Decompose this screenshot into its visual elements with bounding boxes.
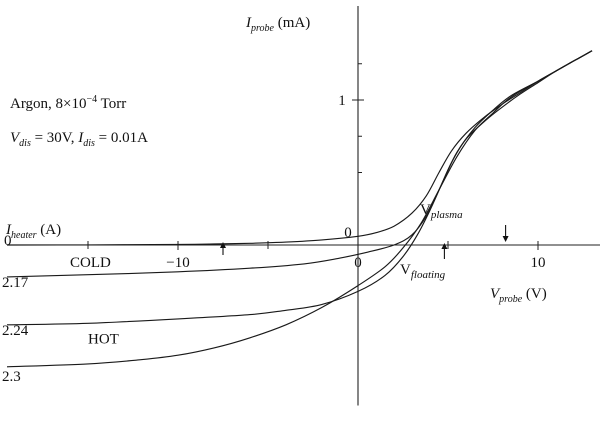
v-plasma-arrow-head	[502, 236, 509, 242]
annotation-gas: Argon, 8×10−4 Torr	[10, 94, 126, 112]
series-0-label: 0	[4, 233, 12, 249]
v-floating-label: Vfloating	[400, 262, 446, 281]
x-tick-label: 10	[531, 255, 546, 271]
x-tick-label: −10	[166, 255, 189, 271]
series-2.3-label: 2.3	[2, 369, 21, 385]
cold-label: COLD	[70, 255, 111, 271]
y-tick-label: 1	[338, 93, 346, 109]
floating-arrow-cold-head	[220, 242, 226, 248]
x-tick-label: 0	[354, 255, 362, 271]
v-plasma-label: Vplasma	[420, 202, 463, 221]
series-2.24-line	[6, 50, 593, 326]
annotation-discharge: Vdis = 30V, Idis = 0.01A	[10, 130, 148, 149]
curves	[6, 50, 593, 368]
series-2.17-label: 2.17	[2, 275, 29, 291]
y-zero-label: 0	[344, 225, 352, 241]
series-0-line	[6, 50, 593, 246]
v-floating-arrow-head	[441, 243, 448, 249]
series-2.24-label: 2.24	[2, 323, 29, 339]
x-axis-label: Vprobe (V)	[490, 286, 547, 305]
hot-label: HOT	[88, 332, 119, 348]
heater-current-label: Iheater (A)	[5, 222, 61, 241]
series-2.3-line	[6, 50, 593, 368]
series-2.17-line	[6, 50, 593, 278]
y-axis-label: Iprobe (mA)	[245, 15, 310, 34]
